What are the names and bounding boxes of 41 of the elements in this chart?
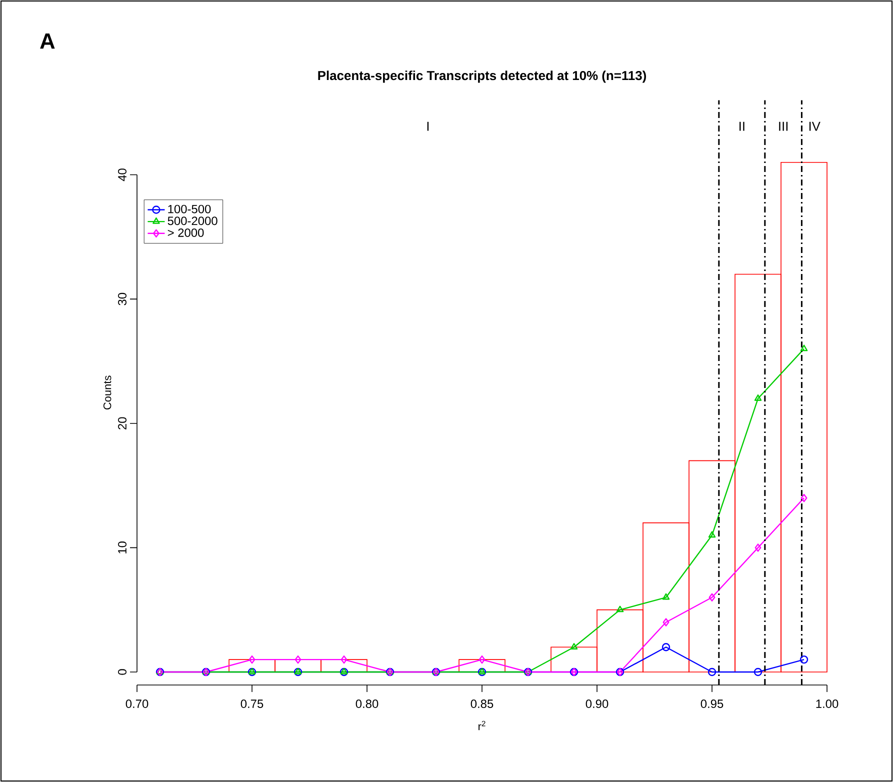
y-tick-label: 0 bbox=[118, 669, 126, 675]
point bbox=[340, 655, 348, 664]
point bbox=[800, 494, 808, 502]
y-tick-label: 40 bbox=[118, 168, 126, 182]
annotation: I bbox=[427, 122, 429, 131]
point bbox=[570, 643, 578, 650]
legend-label: > 2000 bbox=[168, 228, 204, 237]
point bbox=[708, 531, 716, 538]
annotation: IV bbox=[809, 122, 820, 131]
y-tick-label: 30 bbox=[118, 292, 126, 306]
x-tick-label: 0.90 bbox=[586, 700, 608, 708]
legend-label: 100-500 bbox=[168, 204, 211, 214]
y-tick-label: 20 bbox=[118, 417, 126, 430]
point bbox=[800, 655, 808, 664]
point bbox=[478, 655, 486, 664]
point bbox=[754, 544, 762, 552]
x-axis-title: r$^{2}$ bbox=[478, 720, 486, 730]
x-tick-label: 0.80 bbox=[356, 700, 378, 708]
x-tick-label: 0.70 bbox=[126, 700, 148, 708]
point bbox=[248, 655, 256, 664]
point bbox=[662, 618, 670, 626]
annotation: III bbox=[779, 122, 788, 131]
point bbox=[662, 643, 670, 652]
y-tick-label: 10 bbox=[118, 541, 126, 554]
chart-title: Placenta-specific Transcripts detected at 10% (n=113) bbox=[318, 70, 646, 83]
point bbox=[616, 606, 624, 612]
annotation: II bbox=[740, 122, 744, 131]
point bbox=[662, 593, 670, 600]
point bbox=[708, 668, 716, 676]
point bbox=[800, 344, 808, 352]
x-tick-label: 0.75 bbox=[240, 700, 264, 708]
point bbox=[754, 394, 762, 401]
text: A bbox=[40, 34, 55, 49]
point bbox=[294, 655, 302, 664]
legend-label: 500-2000 bbox=[168, 216, 218, 226]
x-tick-label: 1.00 bbox=[816, 700, 838, 708]
y-axis-title: Counts bbox=[103, 376, 112, 410]
x-tick-label: 0.95 bbox=[700, 700, 724, 708]
x-tick-label: 0.85 bbox=[470, 700, 494, 708]
point bbox=[708, 593, 716, 602]
point bbox=[754, 668, 762, 676]
